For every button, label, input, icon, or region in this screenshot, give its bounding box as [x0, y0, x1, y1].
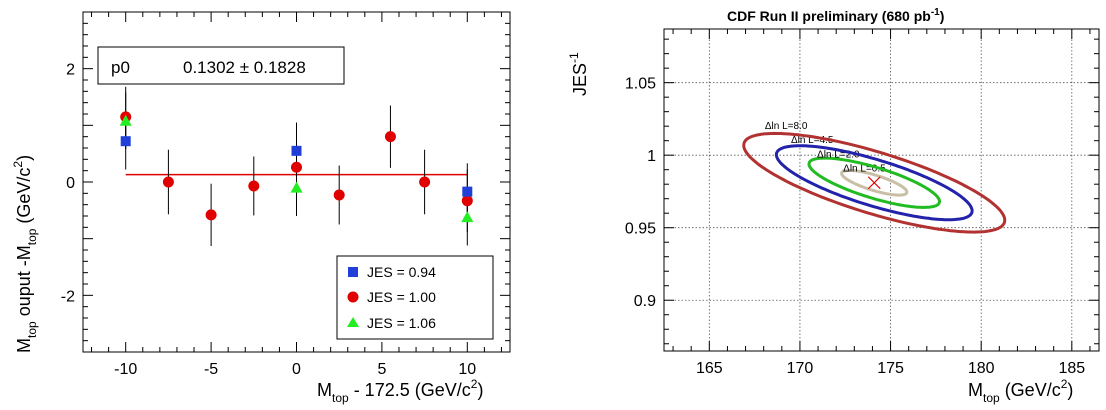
data-point-jes-0.94 — [291, 145, 302, 156]
fit-result-box: p0 0.1302 ± 0.1828 — [97, 46, 345, 85]
left-x-axis-label: Mtop - 172.5 (GeV/c2) — [317, 377, 483, 405]
contour-label: Δln L=2.0 — [817, 149, 860, 160]
data-point-jes-1.00 — [291, 161, 302, 173]
right-y-axis-label: JES-1 — [567, 52, 590, 96]
legend-label-jes-1.00: JES = 1.00 — [367, 289, 436, 305]
left-legend-frame — [336, 255, 494, 340]
data-point-jes-1.06 — [290, 181, 303, 193]
x-tick-label: 0 — [292, 361, 301, 378]
right-chart-title: CDF Run II preliminary (680 pb-1) — [727, 7, 944, 24]
x-tick-label: 180 — [968, 360, 995, 377]
best-fit-marker — [867, 176, 881, 190]
y-tick-label: 0.9 — [634, 293, 656, 310]
x-tick-label: 165 — [696, 360, 723, 377]
data-point-jes-1.00 — [162, 176, 174, 188]
fit-result-frame — [97, 46, 345, 85]
data-point-jes-1.06 — [119, 114, 132, 126]
y-tick-label: 0.95 — [625, 221, 656, 238]
right-chart-grid — [664, 29, 1099, 351]
left-legend: JES = 0.94 JES = 1.00 JES = 1.06 — [336, 255, 494, 340]
legend-marker-jes-1.06 — [347, 317, 359, 327]
legend-marker-jes-1.00 — [347, 291, 359, 303]
right-chart-marks: Δln L=0.5 Δln L=2.0 Δln L=4.5 Δln L=8.0 — [742, 121, 1007, 234]
right-x-axis-label: Mtop (GeV/c2) — [968, 377, 1073, 405]
fit-parameter-name: p0 — [111, 58, 130, 77]
contour-label: Δln L=8.0 — [765, 121, 808, 132]
likelihood-contour — [807, 156, 941, 209]
fit-parameter-value: 0.1302 ± 0.1828 — [183, 58, 306, 77]
data-point-jes-1.06 — [461, 211, 474, 223]
x-tick-label: 170 — [787, 360, 814, 377]
x-tick-label: -10 — [114, 361, 137, 378]
x-tick-label: 175 — [877, 360, 904, 377]
likelihood-contour — [742, 131, 1007, 234]
data-point-jes-1.00 — [461, 195, 473, 207]
left-chart-marks — [119, 86, 474, 247]
data-point-jes-1.00 — [205, 209, 217, 221]
legend-marker-jes-0.94 — [348, 267, 358, 277]
data-point-jes-1.00 — [419, 176, 431, 188]
x-tick-label: 5 — [377, 361, 386, 378]
contour-label: Δln L=4.5 — [791, 135, 834, 146]
legend-label-jes-1.06: JES = 1.06 — [367, 315, 436, 331]
y-tick-label: 1 — [647, 148, 656, 165]
y-tick-label: 2 — [66, 62, 75, 79]
x-tick-label: 185 — [1058, 360, 1085, 377]
data-point-jes-0.94 — [462, 186, 473, 197]
left-chart-ticks: -10 -5 0 5 10 2 0 -2 — [61, 11, 510, 378]
y-tick-label: 0 — [66, 175, 75, 192]
left-y-axis-label: Mtop ouput -Mtop (GeV/c2) — [11, 155, 39, 353]
data-point-jes-1.00 — [248, 180, 260, 192]
y-tick-label: -2 — [61, 288, 75, 305]
legend-label-jes-0.94: JES = 0.94 — [367, 264, 436, 280]
x-tick-label: 10 — [458, 361, 476, 378]
right-plot-frame — [663, 28, 1100, 352]
likelihood-contour — [840, 168, 909, 197]
contour-label: Δln L=0.5 — [843, 164, 886, 175]
right-chart-ticks: 165 170 175 180 185 1.05 1 0.95 0.9 — [625, 29, 1099, 377]
data-point-jes-1.00 — [333, 189, 345, 201]
left-chart: -10 -5 0 5 10 2 0 -2 p0 0.1302 ± 0.1828 JES = 0… — [11, 11, 511, 405]
x-tick-label: -5 — [204, 361, 218, 378]
likelihood-contour — [774, 144, 974, 222]
data-point-jes-0.94 — [120, 136, 131, 147]
data-point-jes-1.00 — [384, 131, 396, 143]
y-tick-label: 1.05 — [625, 76, 656, 93]
right-chart: CDF Run II preliminary (680 pb-1) Δln L=… — [567, 7, 1100, 405]
